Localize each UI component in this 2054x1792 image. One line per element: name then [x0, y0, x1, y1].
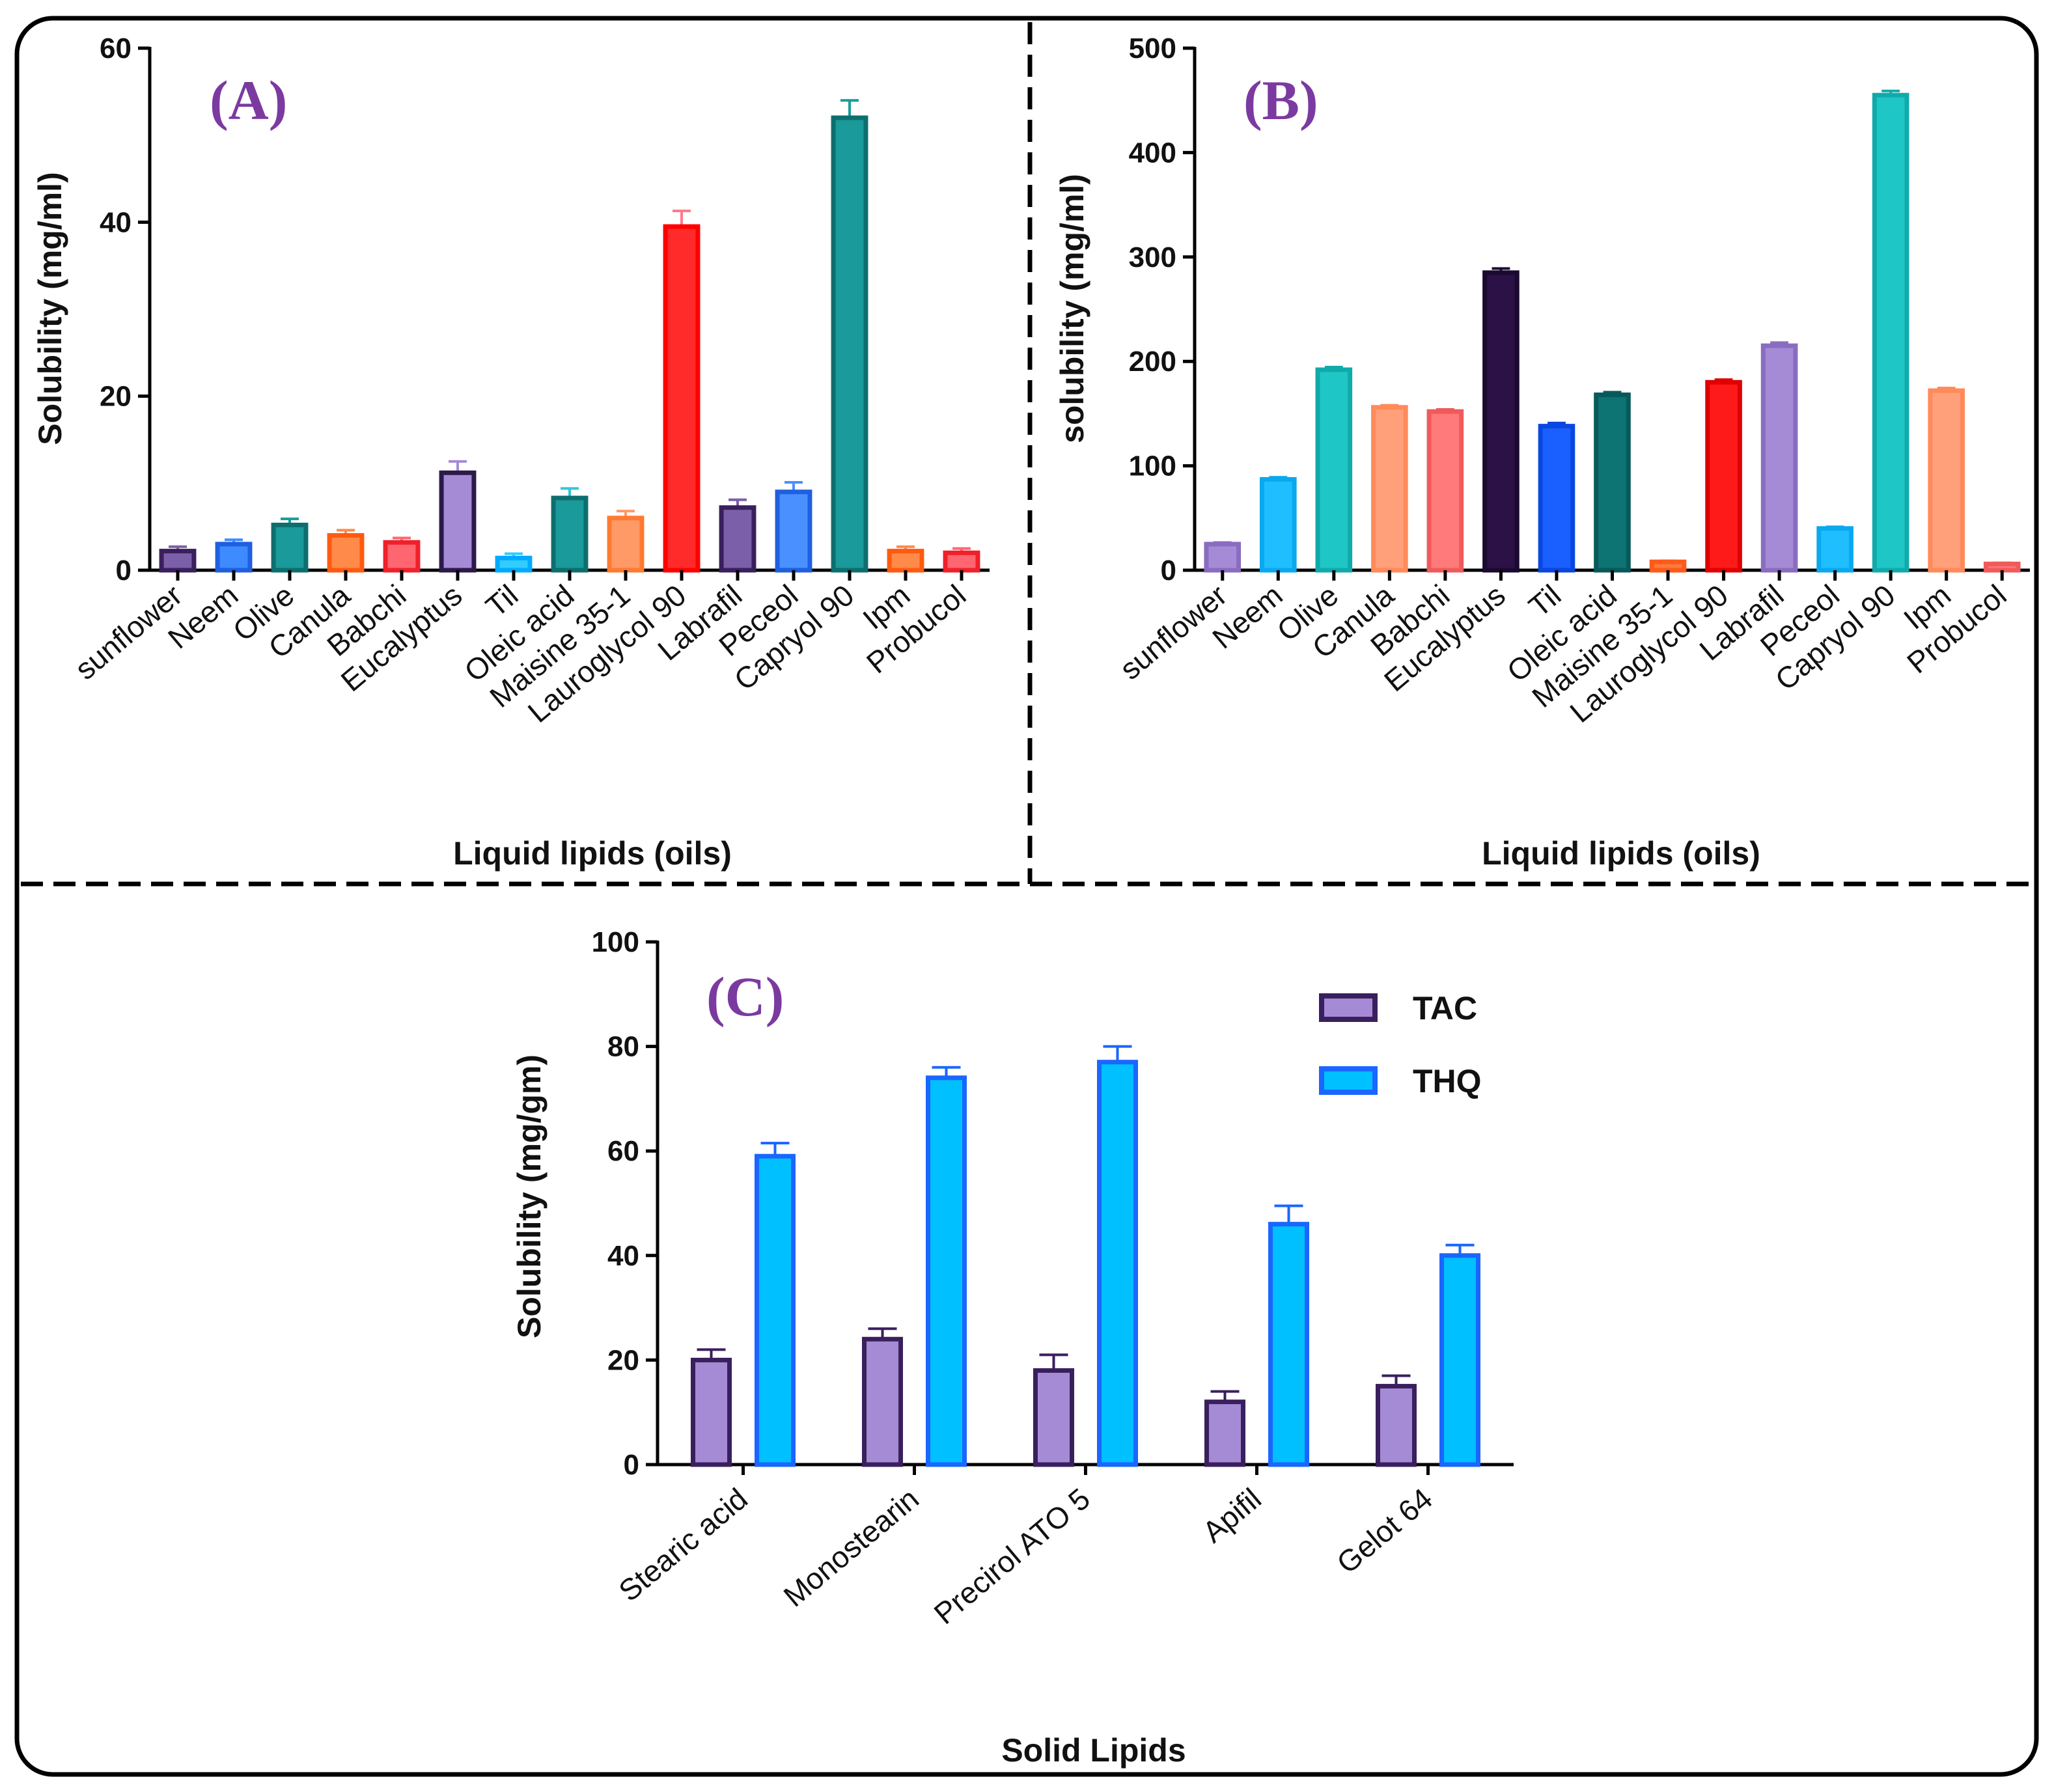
bar-thq-precirol-ato-5	[1097, 1060, 1138, 1467]
category-label-stearic-acid: Stearic acid	[612, 1482, 754, 1608]
legend: TAC THQ	[1319, 990, 1482, 1099]
bar-thq-apifil	[1268, 1222, 1309, 1467]
panel-label-c: (C)	[706, 965, 784, 1028]
x-axis-title-b: Liquid lipids (oils)	[1482, 835, 1760, 872]
y-tick-label-c: 60	[607, 1135, 639, 1167]
bar-canula	[1371, 405, 1408, 573]
y-tick-label-a: 60	[100, 33, 132, 64]
bar-capryol-90	[831, 115, 868, 573]
category-label-precirol-ato-5: Precirol ATO 5	[928, 1482, 1096, 1631]
y-tick-label-b: 100	[1129, 450, 1176, 482]
bar-neem	[215, 542, 253, 573]
y-tick-label-a: 0	[116, 555, 132, 586]
bar-tac-stearic-acid	[691, 1357, 732, 1467]
legend-swatch-thq	[1319, 1066, 1378, 1095]
figure-frame	[14, 16, 2039, 1777]
bar-olive	[1315, 367, 1353, 573]
y-tick-label-a: 20	[100, 381, 132, 413]
legend-swatch-tac	[1319, 993, 1378, 1022]
y-tick-label-b: 500	[1129, 33, 1176, 64]
bar-babchi	[1426, 409, 1464, 573]
y-tick-label-c: 20	[607, 1344, 639, 1376]
x-axis-title-c: Solid Lipids	[1001, 1732, 1186, 1769]
panel-label-b: (B)	[1243, 69, 1318, 131]
y-tick-label-c: 40	[607, 1240, 639, 1272]
bar-tac-apifil	[1204, 1399, 1245, 1467]
bar-sunflower	[159, 549, 197, 573]
y-tick-label-b: 0	[1161, 555, 1176, 586]
bar-thq-monostearin	[926, 1075, 967, 1467]
chart-panel-c: 0 20 40 60 80 100 Stearic acid Monostearin Preci…	[511, 926, 1514, 1769]
bar-tac-precirol-ato-5	[1033, 1368, 1074, 1467]
bar-probucol	[943, 550, 980, 573]
bar-eucalyptus	[439, 470, 477, 573]
chart-panel-b: 0100200300400500sunflowerNeemOliveCanula…	[1054, 33, 2030, 872]
bar-til	[495, 555, 533, 573]
category-label-monostearin: Monostearin	[777, 1482, 925, 1614]
y-axis-title-c: Solubility (mg/gm)	[511, 1055, 548, 1338]
bar-til	[1538, 424, 1575, 573]
bar-tac-gelot-64	[1376, 1384, 1417, 1467]
y-tick-label-c: 0	[624, 1449, 639, 1481]
bar-lauroglycol-90	[1705, 379, 1742, 573]
chart-panel-a: 0204060sunflowerNeemOliveCanulaBabchiEuc…	[32, 33, 990, 872]
bar-neem	[1259, 476, 1297, 573]
bar-oleic-acid	[1594, 393, 1631, 573]
bar-olive	[271, 522, 309, 573]
category-label-gelot-64: Gelot 64	[1330, 1482, 1439, 1580]
y-tick-label-c: 100	[592, 926, 639, 958]
y-axis-title-b: solubility (mg/ml)	[1054, 174, 1090, 443]
bar-babchi	[383, 540, 421, 573]
bar-peceol	[775, 489, 812, 573]
bar-ipm	[1928, 388, 1965, 573]
panel-label-a: (A)	[210, 69, 287, 131]
x-axis-title-a: Liquid lipids (oils)	[453, 835, 732, 872]
y-tick-label-b: 400	[1129, 137, 1176, 169]
bar-thq-gelot-64	[1439, 1253, 1480, 1467]
bar-labrafil	[1760, 343, 1798, 573]
y-tick-label-a: 40	[100, 206, 132, 238]
bar-oleic-acid	[551, 495, 589, 573]
bar-canula	[327, 533, 365, 573]
category-label-apifil: Apifil	[1196, 1482, 1268, 1549]
y-tick-label-b: 200	[1129, 346, 1176, 378]
bar-ipm	[887, 549, 924, 573]
bar-capryol-90	[1872, 92, 1909, 573]
bar-eucalyptus	[1482, 270, 1520, 573]
y-axis-title-a: Solubility (mg/ml)	[32, 172, 68, 445]
y-tick-label-c: 80	[607, 1031, 639, 1063]
bar-maisine-35-1	[1649, 559, 1687, 573]
bar-lauroglycol-90	[663, 224, 701, 573]
bar-sunflower	[1204, 542, 1242, 573]
bar-maisine-35-1	[607, 516, 645, 573]
bar-peceol	[1816, 526, 1853, 573]
bar-probucol	[1983, 561, 2021, 573]
legend-label-tac: TAC	[1413, 990, 1477, 1027]
bar-tac-monostearin	[862, 1336, 903, 1467]
legend-label-thq: THQ	[1413, 1063, 1482, 1099]
bar-thq-stearic-acid	[755, 1153, 796, 1467]
y-tick-label-b: 300	[1129, 241, 1176, 273]
bar-labrafil	[719, 505, 756, 573]
